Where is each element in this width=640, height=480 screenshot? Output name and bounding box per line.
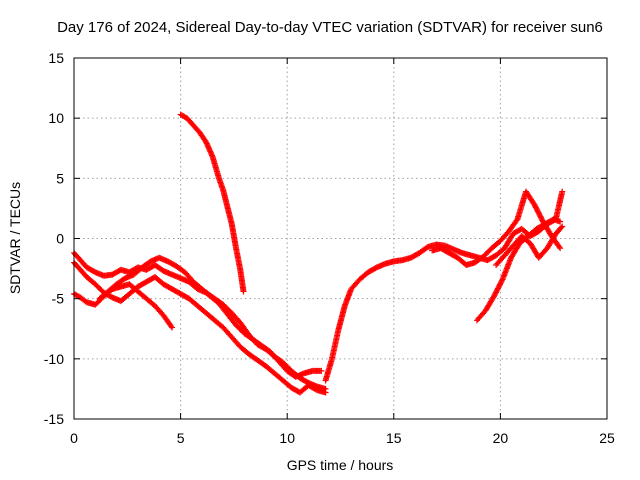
y-tick-label: 0 [56, 231, 64, 247]
data-point [559, 188, 566, 195]
series-track-d [96, 254, 325, 380]
series-track-c [71, 281, 176, 331]
data-point [498, 277, 505, 284]
data-point [559, 223, 566, 230]
data-point [556, 243, 563, 250]
series-track-f [322, 188, 566, 384]
y-tick-label: -10 [44, 351, 64, 367]
series-track-i [493, 223, 566, 268]
data-point [168, 323, 175, 330]
x-tick-label: 5 [177, 430, 185, 446]
y-tick-label: -15 [44, 411, 64, 427]
data-point [557, 245, 564, 252]
data-point [513, 217, 520, 224]
series-track-g [429, 188, 564, 268]
x-tick-label: 15 [386, 430, 402, 446]
data-point [318, 367, 325, 374]
axis-ticks: 0 5 10 15 20 25 -15 -10 -5 0 5 10 15 [44, 50, 615, 446]
data-point [322, 389, 329, 396]
y-tick-label: -5 [52, 291, 65, 307]
y-tick-label: 15 [48, 50, 64, 66]
x-axis-label: GPS time / hours [287, 457, 394, 473]
series-track-e [177, 111, 247, 295]
y-tick-label: 5 [56, 170, 64, 186]
data-point [558, 224, 565, 231]
x-tick-label: 0 [70, 430, 78, 446]
data-point [557, 218, 564, 225]
x-tick-label: 25 [599, 430, 615, 446]
x-tick-label: 10 [279, 430, 295, 446]
y-tick-label: 10 [48, 110, 64, 126]
x-tick-label: 20 [493, 430, 509, 446]
data-point [240, 288, 247, 295]
chart-title: Day 176 of 2024, Sidereal Day-to-day VTE… [57, 19, 603, 36]
y-axis-label: SDTVAR / TECUs [7, 182, 23, 294]
data-points [71, 111, 566, 396]
data-point [169, 324, 176, 331]
